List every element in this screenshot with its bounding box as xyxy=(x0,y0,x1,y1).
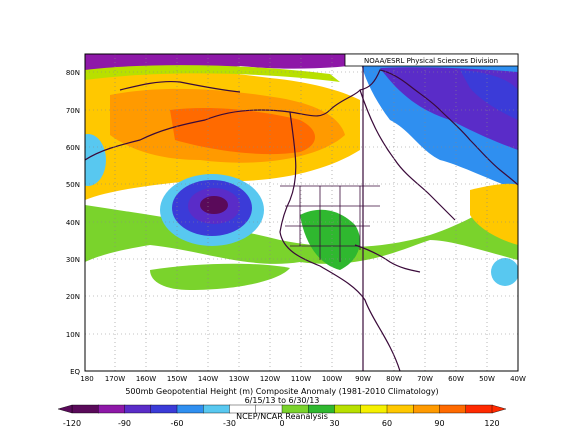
lon-labels: 180 170W 160W 150W 140W 130W 120W 110W 1… xyxy=(80,375,526,383)
lat-label: 20N xyxy=(66,293,80,301)
source-label: NCEP/NCAR Reanalysis xyxy=(236,412,328,421)
positive-band xyxy=(85,195,518,264)
colorbar-swatch xyxy=(386,404,414,414)
subtropical-band xyxy=(150,263,290,290)
colorbar-label: 0 xyxy=(279,419,284,428)
chart-title: 500mb Geopotential Height (m) Composite … xyxy=(125,387,438,396)
lat-labels: 80N 70N 60N 50N 40N 30N 20N 10N EQ xyxy=(66,69,81,376)
lon-label: 110W xyxy=(291,375,311,383)
colorbar-label: 90 xyxy=(434,419,444,428)
lon-label: 70W xyxy=(417,375,433,383)
graticule xyxy=(85,54,518,371)
colorbar-label: 60 xyxy=(382,419,392,428)
canada-trough-core xyxy=(460,70,518,120)
colorbar-label: -60 xyxy=(170,419,183,428)
lon-label: 90W xyxy=(355,375,371,383)
credit-text: NOAA/ESRL Physical Sciences Division xyxy=(364,57,498,65)
lon-label: 160W xyxy=(136,375,156,383)
colorbar xyxy=(57,404,507,414)
colorbar-swatch xyxy=(203,404,231,414)
lat-label: 50N xyxy=(66,181,80,189)
us-ridge xyxy=(300,209,360,270)
lon-label: 140W xyxy=(198,375,218,383)
lon-label: 170W xyxy=(105,375,125,383)
lon-label: 120W xyxy=(260,375,280,383)
credit-box xyxy=(344,53,519,67)
coastlines xyxy=(85,69,518,371)
colorbar-left-arrow xyxy=(57,404,73,414)
colorbar-labels: -120 -90 -60 -30 0 30 60 90 120 xyxy=(63,419,500,428)
colorbar-swatch xyxy=(98,404,126,414)
colorbar-swatch xyxy=(334,404,362,414)
colorbar-label: -120 xyxy=(63,419,81,428)
colorbar-swatch xyxy=(71,404,99,414)
lat-label: 30N xyxy=(66,256,80,264)
colorbar-label: 120 xyxy=(484,419,499,428)
atlantic-low xyxy=(491,258,518,286)
lat-label: EQ xyxy=(70,368,80,376)
colorbar-right-arrow xyxy=(491,404,507,414)
lat-label: 60N xyxy=(66,144,80,152)
lon-label: 180 xyxy=(80,375,93,383)
colorbar-swatch xyxy=(413,404,441,414)
date-range: 6/15/13 to 6/30/13 xyxy=(245,396,320,405)
lat-label: 80N xyxy=(66,69,80,77)
colorbar-swatch xyxy=(360,404,388,414)
lon-label: 60W xyxy=(448,375,464,383)
west-pacific-low xyxy=(85,134,106,186)
colorbar-label: -30 xyxy=(223,419,236,428)
colorbar-swatch xyxy=(124,404,152,414)
lon-label: 100W xyxy=(322,375,342,383)
colorbar-label: 30 xyxy=(329,419,339,428)
plot-frame xyxy=(84,53,519,372)
atlantic-ridge xyxy=(470,183,518,245)
colorbar-swatch xyxy=(176,404,204,414)
colorbar-swatch xyxy=(150,404,178,414)
ridge-fringe xyxy=(85,65,340,82)
colorbar-swatch xyxy=(465,404,493,414)
lat-label: 70N xyxy=(66,107,80,115)
pacific-low-core xyxy=(200,196,228,214)
lon-label: 150W xyxy=(167,375,187,383)
lon-label: 50W xyxy=(479,375,495,383)
lat-label: 40N xyxy=(66,219,80,227)
lon-label: 40W xyxy=(510,375,526,383)
lon-label: 80W xyxy=(386,375,402,383)
colorbar-swatch xyxy=(439,404,467,414)
colorbar-label: -90 xyxy=(118,419,131,428)
lat-label: 10N xyxy=(66,331,80,339)
lon-label: 130W xyxy=(229,375,249,383)
anomaly-field xyxy=(85,54,518,371)
